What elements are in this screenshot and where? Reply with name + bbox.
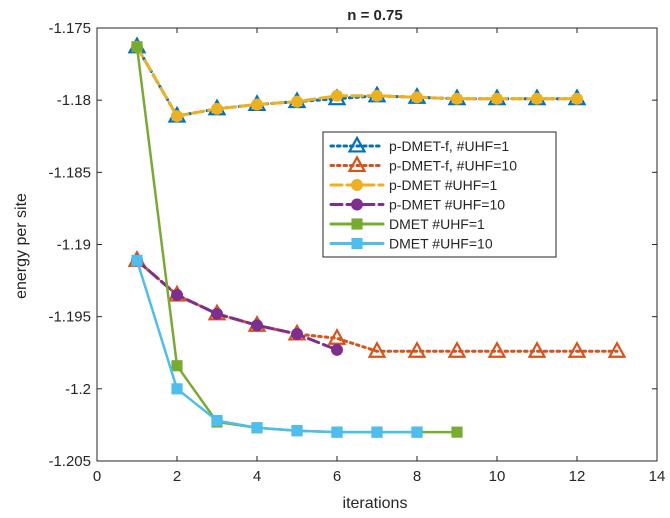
- y-tick-label: -1.2: [65, 381, 91, 398]
- data-point: [251, 422, 263, 434]
- data-point: [131, 41, 143, 53]
- data-point: [407, 340, 427, 358]
- legend-marker: [351, 218, 363, 230]
- legend-marker: [351, 198, 363, 211]
- x-tick-label: 4: [253, 468, 261, 485]
- data-point: [291, 328, 303, 340]
- data-point: [211, 415, 223, 427]
- y-tick-label: -1.205: [48, 453, 91, 470]
- data-point: [171, 289, 183, 301]
- data-point: [291, 95, 303, 108]
- data-point: [331, 343, 343, 356]
- y-tick-label: -1.195: [48, 309, 91, 326]
- data-point: [607, 340, 627, 358]
- data-point: [131, 254, 143, 266]
- legend-label: DMET #UHF=1: [389, 216, 485, 232]
- data-point: [491, 92, 503, 105]
- x-tick-label: 2: [173, 468, 181, 485]
- data-point: [367, 340, 387, 358]
- data-point: [451, 92, 463, 105]
- y-tick-label: -1.175: [48, 20, 91, 37]
- legend-marker: [347, 155, 367, 173]
- x-tick-label: 10: [489, 468, 506, 485]
- y-tick-label: -1.19: [57, 237, 91, 254]
- chart-title: n = 0.75: [347, 7, 402, 24]
- data-point: [171, 110, 183, 123]
- data-point: [371, 426, 383, 438]
- data-point: [571, 92, 583, 105]
- data-point: [331, 89, 343, 102]
- x-tick-label: 12: [569, 468, 586, 485]
- legend-label: p-DMET #UHF=10: [389, 197, 505, 213]
- data-point: [487, 340, 507, 358]
- legend-marker: [347, 135, 367, 153]
- x-axis-label: iterations: [343, 495, 408, 512]
- legend-marker: [351, 179, 363, 191]
- data-point: [171, 383, 183, 395]
- series-3: [131, 40, 583, 123]
- series-layer: [127, 36, 627, 438]
- series-line: [135, 259, 419, 434]
- legend-label: p-DMET #UHF=1: [389, 177, 497, 193]
- legend-marker: [351, 237, 363, 250]
- x-tick-label: 8: [413, 468, 421, 485]
- legend-label: p-DMET-f, #UHF=1: [389, 138, 509, 154]
- series-6: [131, 254, 423, 438]
- axes-layer: 0 2 4 6 8 10 12 14 -1.175 -1.18 -1.185 -1.19 -1.195 -…: [48, 20, 665, 485]
- x-tick-label: 0: [93, 468, 101, 485]
- legend-label: p-DMET-f, #UHF=10: [389, 158, 517, 174]
- data-point: [291, 425, 303, 437]
- data-point: [211, 307, 223, 320]
- data-point: [527, 340, 547, 358]
- data-point: [451, 426, 463, 438]
- data-point: [411, 426, 423, 438]
- series-4: [131, 254, 343, 356]
- data-point: [251, 319, 263, 332]
- data-point: [211, 102, 223, 115]
- data-point: [447, 340, 467, 358]
- data-point: [371, 89, 383, 102]
- legend-box: [322, 131, 557, 258]
- data-point: [251, 98, 263, 111]
- legend: p-DMET-f, #UHF=1 p-DMET-f, #UHF=10 p-DMET …: [322, 131, 557, 258]
- x-tick-label: 6: [333, 468, 341, 485]
- data-point: [567, 340, 587, 358]
- series-line: [135, 258, 339, 352]
- data-point: [331, 426, 343, 438]
- data-point: [531, 92, 543, 105]
- legend-label: DMET #UHF=10: [389, 236, 493, 252]
- y-tick-label: -1.18: [57, 92, 91, 109]
- series-line: [135, 45, 579, 118]
- data-point: [171, 360, 183, 372]
- data-point: [327, 327, 347, 345]
- x-tick-label: 14: [649, 468, 666, 485]
- y-axis-label: energy per site: [13, 193, 30, 299]
- y-tick-label: -1.185: [48, 164, 91, 181]
- data-point: [411, 91, 423, 104]
